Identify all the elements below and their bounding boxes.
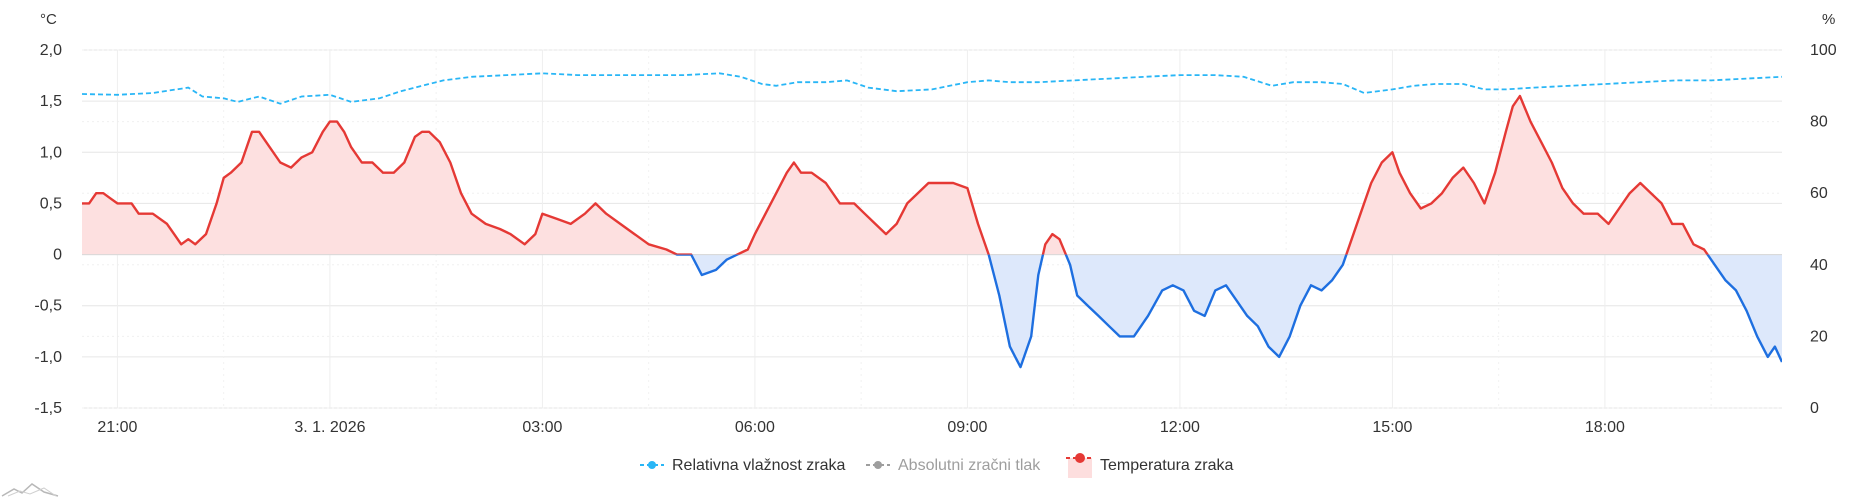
legend-label-humidity: Relativna vlažnost zraka <box>672 457 846 474</box>
legend-label-pressure: Absolutni zračni tlak <box>898 457 1041 474</box>
series-line-humidity <box>81 72 1783 105</box>
x-tick-label: 18:00 <box>1585 419 1625 436</box>
y-right-tick-label: 40 <box>1810 257 1828 274</box>
y-left-tick-label: -1,0 <box>34 349 62 366</box>
x-tick-label: 09:00 <box>947 419 987 436</box>
legend-label-temperature: Temperatura zraka <box>1100 457 1233 474</box>
y-left-tick-label: -1,5 <box>34 400 62 417</box>
y-left-tick-label: 1,0 <box>40 144 62 161</box>
y-right-tick-label: 20 <box>1810 328 1828 345</box>
x-tick-label: 06:00 <box>735 419 775 436</box>
legend-item-pressure[interactable]: Absolutni zračni tlak <box>866 457 1041 474</box>
legend-item-temperature[interactable]: Temperatura zraka <box>1066 453 1233 478</box>
x-tick-label: 3. 1. 2026 <box>294 419 365 436</box>
y-right-tick-label: 0 <box>1810 400 1819 417</box>
y-left-tick-label: 0,5 <box>40 195 62 212</box>
x-tick-label: 03:00 <box>522 419 562 436</box>
x-tick-label: 12:00 <box>1160 419 1200 436</box>
y-right-unit-label: % <box>1822 11 1835 28</box>
axes: °C % 2,0 1,5 1,0 0,5 0 -0,5 -1,0 -1,5 100 80 60 40 2… <box>34 11 1836 436</box>
series-lines <box>81 72 1783 369</box>
y-left-tick-label: 1,5 <box>40 93 62 110</box>
y-left-tick-label: 0 <box>53 247 62 264</box>
y-right-tick-label: 100 <box>1810 42 1837 59</box>
y-left-tick-label: -0,5 <box>34 298 62 315</box>
y-left-unit-label: °C <box>40 11 57 28</box>
y-right-tick-label: 60 <box>1810 185 1828 202</box>
y-right-tick-label: 80 <box>1810 114 1828 131</box>
y-left-tick-label: 2,0 <box>40 42 62 59</box>
series-line-temperature-positive <box>82 94 1710 255</box>
temperature-area <box>82 96 1782 368</box>
mountain-logo-icon <box>1 483 59 497</box>
legend-item-humidity[interactable]: Relativna vlažnost zraka <box>640 457 846 474</box>
legend: Relativna vlažnost zraka Absolutni zračn… <box>640 453 1233 478</box>
temperature-area-positive <box>82 96 1708 255</box>
x-tick-label: 21:00 <box>97 419 137 436</box>
x-tick-label: 15:00 <box>1372 419 1412 436</box>
